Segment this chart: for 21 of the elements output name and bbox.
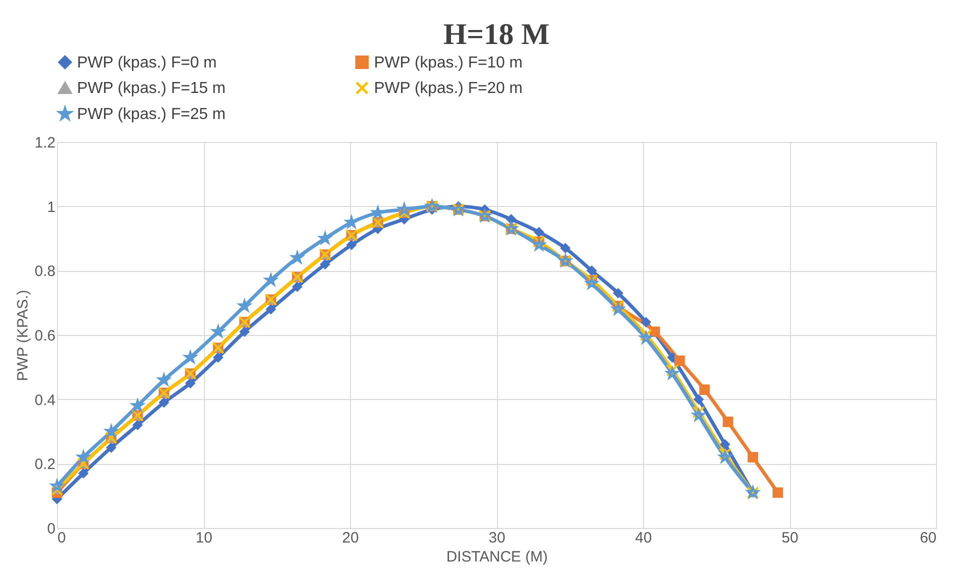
- x-tick-label: 60: [920, 530, 936, 546]
- y-tick-label: 0.6: [34, 328, 56, 344]
- legend-label: PWP (kpas.) F=10 m: [374, 54, 523, 72]
- legend-label: PWP (kpas.) F=0 m: [77, 54, 217, 72]
- legend-label: PWP (kpas.) F=20 m: [374, 80, 523, 97]
- y-tick-label: 0.2: [34, 456, 56, 474]
- y-tick-label: 1: [47, 198, 56, 216]
- legend-label: PWP (kpas.) F=25 m: [77, 106, 226, 123]
- y-axis-title: PWP (KPAS.): [14, 290, 32, 382]
- y-tick-label: 0.4: [34, 392, 56, 409]
- y-tick-label: 1.2: [34, 134, 56, 152]
- x-tick-label: 10: [196, 530, 212, 546]
- x-tick-label: 0: [58, 530, 66, 546]
- legend-label: PWP (kpas.) F=15 m: [77, 80, 226, 97]
- x-tick-label: 20: [342, 530, 359, 546]
- x-tick-label: 30: [488, 530, 506, 546]
- x-axis-title: DISTANCE (M): [446, 548, 548, 566]
- x-tick-label: 50: [782, 530, 798, 546]
- y-tick-label: 0.8: [34, 263, 56, 280]
- chart-title: H=18 M: [443, 18, 550, 51]
- x-tick-label: 40: [635, 530, 652, 546]
